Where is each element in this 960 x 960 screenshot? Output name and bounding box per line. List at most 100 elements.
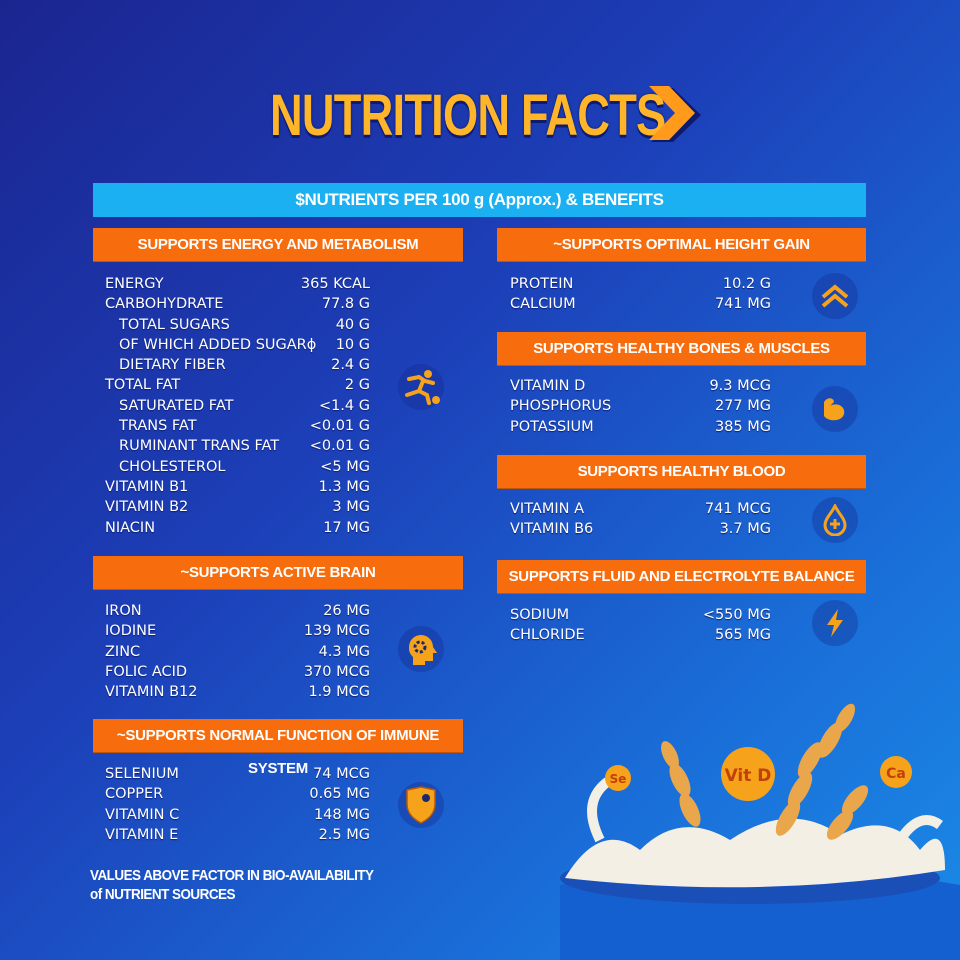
nutrients-banner: $NUTRIENTS PER 100 g (Approx.) & BENEFIT… xyxy=(93,183,866,217)
nutrient-row: TOTAL SUGARS 40 G xyxy=(105,315,370,335)
lightning-icon xyxy=(812,600,858,646)
nutrient-value: 1.9 MCG xyxy=(308,684,370,701)
section-header-fluid: SUPPORTS FLUID AND ELECTROLYTE BALANCE xyxy=(497,560,866,593)
section-header-immune: ~SUPPORTS NORMAL FUNCTION OF IMMUNE SYST… xyxy=(93,719,463,777)
nutrient-value: 139 MCG xyxy=(303,623,370,640)
nutrient-row: SATURATED FAT <1.4 G xyxy=(105,396,370,416)
blood-drop-plus-icon xyxy=(812,497,858,543)
section-header-brain: ~SUPPORTS ACTIVE BRAIN xyxy=(93,556,463,589)
nutrient-name: SELENIUM xyxy=(105,766,179,782)
nutrient-value: 2 G xyxy=(344,377,370,394)
badge-ca: Ca xyxy=(886,766,906,782)
nutrient-name: VITAMIN E xyxy=(105,826,179,843)
nutrient-name: DIETARY FIBER xyxy=(119,357,226,374)
nutrient-row: TRANS FAT <0.01 G xyxy=(105,416,370,436)
nutrient-row: VITAMIN A 741 MCG xyxy=(510,499,771,519)
nutrient-name: CARBOHYDRATE xyxy=(105,296,224,313)
energy-rows: ENERGY 365 KCAL CARBOHYDRATE 77.8 G TOTAL SU… xyxy=(105,274,370,538)
nutrient-value: <1.4 G xyxy=(318,397,370,414)
nutrient-value: 10 G xyxy=(335,336,370,353)
nutrient-value: 3 MG xyxy=(332,499,370,516)
nutrient-value: 17 MG xyxy=(323,519,370,536)
nutrient-name: VITAMIN C xyxy=(105,806,180,823)
shield-virus-icon xyxy=(398,782,444,828)
nutrient-value: <0.01 G xyxy=(309,438,370,455)
nutrient-value: 4.3 MG xyxy=(318,643,370,660)
brain-gear-icon xyxy=(398,626,444,672)
nutrient-value: 277 MG xyxy=(714,398,771,415)
brain-rows: IRON 26 MG IODINE 139 MCG ZINC 4.3 MG FOLIC AC… xyxy=(105,601,370,702)
nutrient-name: PHOSPHORUS xyxy=(510,398,612,415)
footnote-line-1: VALUES ABOVE FACTOR IN BIO-AVAILABILITY xyxy=(90,867,374,884)
nutrient-row: VITAMIN B12 1.9 MCG xyxy=(105,682,370,702)
section-header-blood: SUPPORTS HEALTHY BLOOD xyxy=(497,455,866,488)
nutrient-row: POTASSIUM 385 MG xyxy=(510,417,771,437)
nutrient-value: 0.65 MG xyxy=(309,786,370,803)
nutrient-row: TOTAL FAT 2 G xyxy=(105,375,370,395)
nutrient-row: PROTEIN 10.2 G xyxy=(510,274,771,294)
title-wrap: NUTRITION FACTS xyxy=(270,82,710,148)
nutrient-name: TRANS FAT xyxy=(119,418,197,435)
nutrient-name: SODIUM xyxy=(510,607,570,623)
nutrient-name: FOLIC ACID xyxy=(105,663,188,680)
flexed-arm-icon xyxy=(812,386,858,432)
nutrient-name: IRON xyxy=(105,603,142,619)
nutrient-row: CHOLESTEROL <5 MG xyxy=(105,457,370,477)
nutrient-row: ENERGY 365 KCAL xyxy=(105,274,370,294)
section-header-bones: SUPPORTS HEALTHY BONES & MUSCLES xyxy=(497,332,866,365)
nutrient-value: <550 MG xyxy=(702,607,771,623)
nutrient-row: RUMINANT TRANS FAT <0.01 G xyxy=(105,436,370,456)
nutrient-value: 74 MCG xyxy=(313,766,370,782)
nutrient-row: SELENIUM 74 MCG xyxy=(105,764,370,784)
section-header-energy: SUPPORTS ENERGY AND METABOLISM xyxy=(93,228,463,261)
nutrient-value: <5 MG xyxy=(320,458,370,475)
nutrient-name: VITAMIN B2 xyxy=(105,499,189,516)
nutrient-value: 40 G xyxy=(335,316,370,333)
nutrient-name: CHOLESTEROL xyxy=(119,458,226,475)
nutrient-row: VITAMIN B6 3.7 MG xyxy=(510,519,771,539)
nutrient-value: 741 MG xyxy=(714,296,771,313)
nutrient-name: IODINE xyxy=(105,623,157,640)
nutrient-name: CALCIUM xyxy=(510,296,576,313)
nutrient-row: FOLIC ACID 370 MCG xyxy=(105,662,370,682)
nutrient-value: 9.3 MCG xyxy=(709,378,771,394)
nutrient-name: OF WHICH ADDED SUGARɸ xyxy=(119,336,317,353)
nutrient-value: 3.7 MG xyxy=(719,521,771,538)
nutrient-row: CALCIUM 741 MG xyxy=(510,294,771,314)
nutrient-name: VITAMIN B12 xyxy=(105,684,198,701)
page-title: NUTRITION FACTS xyxy=(270,83,666,148)
nutrient-name: CHLORIDE xyxy=(510,627,585,644)
badge-vitd: Vit D xyxy=(725,766,772,786)
nutrient-value: 565 MG xyxy=(714,627,771,644)
nutrient-value: 365 KCAL xyxy=(300,276,370,292)
nutrient-row: IRON 26 MG xyxy=(105,601,370,621)
nutrient-name: COPPER xyxy=(105,786,164,803)
nutrient-row: OF WHICH ADDED SUGARɸ 10 G xyxy=(105,335,370,355)
nutrient-value: <0.01 G xyxy=(309,418,370,435)
nutrient-name: ENERGY xyxy=(105,276,164,292)
chevron-right-icon xyxy=(649,86,701,142)
nutrient-value: 1.3 MG xyxy=(318,478,370,495)
nutrient-value: 385 MG xyxy=(714,418,771,435)
running-player-icon xyxy=(398,364,444,410)
nutrient-row: VITAMIN D 9.3 MCG xyxy=(510,376,771,396)
footnote-line-2: of NUTRIENT SOURCES xyxy=(90,886,236,903)
fluid-rows: SODIUM <550 MG CHLORIDE 565 MG xyxy=(510,605,771,646)
nutrient-row: PHOSPHORUS 277 MG xyxy=(510,396,771,416)
nutrient-name: PROTEIN xyxy=(510,276,574,292)
nutrient-name: VITAMIN B1 xyxy=(105,478,189,495)
nutrient-value: 10.2 G xyxy=(722,276,771,292)
nutrient-value: 26 MG xyxy=(323,603,370,619)
immune-rows: SELENIUM 74 MCG COPPER 0.65 MG VITAMIN C 148 … xyxy=(105,764,370,845)
nutrient-row: SODIUM <550 MG xyxy=(510,605,771,625)
nutrient-row: VITAMIN C 148 MG xyxy=(105,805,370,825)
nutrient-name: VITAMIN D xyxy=(510,378,586,394)
nutrient-row: VITAMIN E 2.5 MG xyxy=(105,825,370,845)
nutrient-name: ZINC xyxy=(105,643,141,660)
section-header-height: ~SUPPORTS OPTIMAL HEIGHT GAIN xyxy=(497,228,866,261)
double-chevron-up-icon xyxy=(812,273,858,319)
nutrient-value: 370 MCG xyxy=(303,663,370,680)
nutrient-value: 148 MG xyxy=(313,806,370,823)
nutrient-row: COPPER 0.65 MG xyxy=(105,784,370,804)
nutrient-name: TOTAL SUGARS xyxy=(119,316,230,333)
